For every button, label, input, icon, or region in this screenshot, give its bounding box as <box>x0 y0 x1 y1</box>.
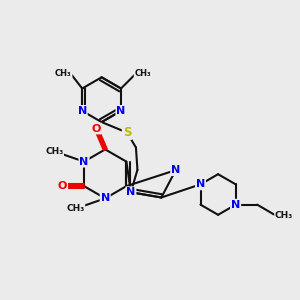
Text: N: N <box>78 106 87 116</box>
Text: N: N <box>116 106 126 116</box>
Text: N: N <box>196 179 205 189</box>
Text: CH₃: CH₃ <box>275 211 293 220</box>
Text: S: S <box>123 126 131 139</box>
Text: CH₃: CH₃ <box>55 69 72 78</box>
Text: CH₃: CH₃ <box>66 204 85 213</box>
Text: N: N <box>80 157 88 166</box>
Text: N: N <box>100 194 110 203</box>
Text: CH₃: CH₃ <box>45 147 63 156</box>
Text: O: O <box>58 181 67 191</box>
Text: N: N <box>126 187 136 197</box>
Text: N: N <box>231 200 240 210</box>
Text: O: O <box>92 124 101 134</box>
Text: CH₃: CH₃ <box>134 69 151 78</box>
Text: N: N <box>171 165 180 175</box>
